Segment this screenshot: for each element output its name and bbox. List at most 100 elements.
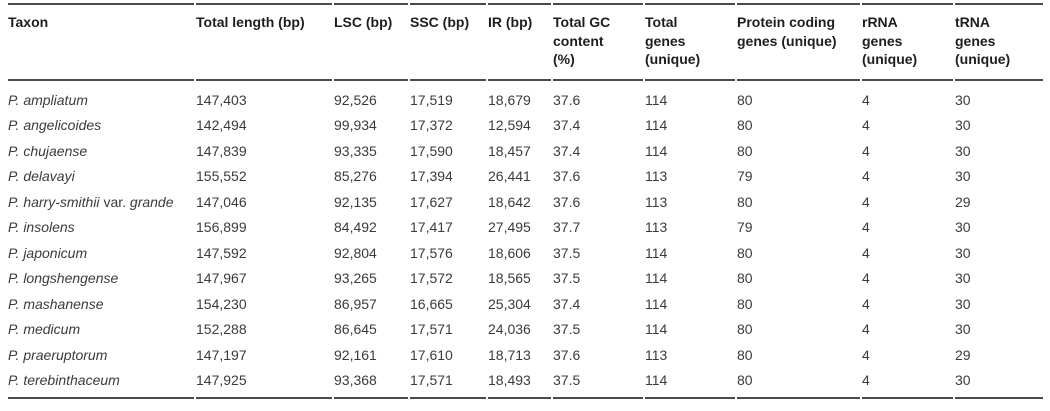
cell-total-length: 147,925	[196, 368, 332, 399]
col-header-taxon: Taxon	[8, 3, 194, 81]
cell-trna-genes: 30	[955, 168, 971, 184]
cell-total-length: 147,403	[196, 91, 247, 108]
cell-ssc: 17,394	[410, 168, 453, 184]
table-row: P. angelicoides 142,494 99,934 17,372 12,594…	[8, 113, 1043, 139]
cell-rrna-genes: 4	[862, 270, 870, 286]
col-header-rrna-genes: rRNA genes (unique)	[862, 3, 953, 81]
cell-lsc: 92,135	[334, 193, 377, 210]
cell-protein-coding-genes: 79	[737, 168, 753, 184]
cell-ssc: 17,610	[410, 346, 453, 363]
cell-taxon: P. praeruptorum	[8, 346, 108, 363]
table-row: P. harry-smithii var. grande 147,046 92,13…	[8, 190, 1043, 216]
col-header-lsc: LSC (bp)	[334, 3, 408, 81]
table-header: Taxon Total length (bp) LSC (bp) SSC (bp) IR…	[8, 3, 1043, 81]
col-header-total-length: Total length (bp)	[196, 3, 332, 81]
cell-trna-genes: 30	[955, 244, 971, 261]
cell-ssc: 17,571	[410, 321, 453, 337]
cell-rrna-genes: 4	[862, 193, 870, 210]
cell-rrna-genes: 4	[862, 321, 870, 337]
cell-trna-genes: 29	[955, 193, 971, 210]
cell-total-length: 147,592	[196, 244, 247, 261]
cell-ir: 18,679	[488, 91, 531, 108]
cell-protein-coding-genes: 80	[737, 91, 753, 108]
cell-taxon: P. insolens	[8, 219, 75, 235]
cell-total-genes: 114	[645, 270, 668, 286]
table-row: P. delavayi 155,552 85,276 17,394 26,441 37.6…	[8, 164, 1043, 190]
cell-ssc: 16,665	[410, 295, 453, 312]
col-header-ir: IR (bp)	[488, 3, 551, 81]
chloroplast-genome-stats-table: Taxon Total length (bp) LSC (bp) SSC (bp) IR…	[6, 3, 1045, 399]
cell-ssc: 17,372	[410, 117, 453, 133]
cell-ssc: 17,572	[410, 270, 453, 286]
col-header-protein-coding-genes: Protein coding genes (unique)	[737, 3, 860, 81]
cell-taxon: P. delavayi	[8, 168, 75, 184]
cell-gc-content: 37.4	[553, 117, 581, 133]
col-header-trna-genes: tRNA genes (unique)	[955, 3, 1043, 81]
cell-rrna-genes: 4	[862, 219, 870, 235]
cell-lsc: 99,934	[334, 117, 377, 133]
cell-trna-genes: 30	[955, 368, 1043, 399]
cell-taxon: P. medicum	[8, 321, 81, 337]
table-row: P. longshengense 147,967 93,265 17,572 18,56…	[8, 266, 1043, 292]
cell-ir: 18,565	[488, 270, 531, 286]
cell-gc-content: 37.6	[553, 91, 581, 108]
cell-taxon: P. terebinthaceum	[8, 368, 194, 399]
cell-taxon: P. mashanense	[8, 295, 104, 312]
cell-gc-content: 37.6	[553, 168, 581, 184]
cell-ir: 24,036	[488, 321, 531, 337]
cell-rrna-genes: 4	[862, 91, 870, 108]
cell-rrna-genes: 4	[862, 346, 870, 363]
cell-gc-content: 37.5	[553, 270, 581, 286]
cell-gc-content: 37.5	[553, 321, 581, 337]
table-row: P. terebinthaceum 147,925 93,368 17,571 18,4…	[8, 368, 1043, 399]
cell-ir: 12,594	[488, 117, 531, 133]
cell-gc-content: 37.6	[553, 193, 581, 210]
cell-total-length: 142,494	[196, 117, 247, 133]
cell-protein-coding-genes: 80	[737, 295, 753, 312]
cell-ir: 27,495	[488, 219, 531, 235]
cell-ssc: 17,627	[410, 193, 453, 210]
cell-total-length: 152,288	[196, 321, 247, 337]
cell-rrna-genes: 4	[862, 142, 870, 159]
cell-protein-coding-genes: 80	[737, 346, 753, 363]
cell-trna-genes: 30	[955, 219, 971, 235]
cell-lsc: 92,526	[334, 91, 377, 108]
cell-gc-content: 37.7	[553, 219, 581, 235]
col-header-total-genes: Total genes (unique)	[645, 3, 735, 81]
cell-total-genes: 113	[645, 219, 668, 235]
cell-protein-coding-genes: 80	[737, 193, 753, 210]
cell-total-genes: 113	[645, 168, 668, 184]
cell-rrna-genes: 4	[862, 117, 870, 133]
cell-trna-genes: 30	[955, 117, 971, 133]
cell-ir: 18,493	[488, 368, 551, 399]
cell-taxon: P. japonicum	[8, 244, 88, 261]
cell-trna-genes: 30	[955, 295, 971, 312]
cell-protein-coding-genes: 80	[737, 142, 753, 159]
cell-total-genes: 114	[645, 368, 735, 399]
cell-total-genes: 114	[645, 295, 668, 312]
cell-ssc: 17,571	[410, 368, 486, 399]
cell-rrna-genes: 4	[862, 168, 870, 184]
table-header-row: Taxon Total length (bp) LSC (bp) SSC (bp) IR…	[8, 3, 1043, 81]
cell-ir: 18,642	[488, 193, 531, 210]
cell-gc-content: 37.5	[553, 244, 581, 261]
cell-lsc: 84,492	[334, 219, 377, 235]
cell-total-length: 155,552	[196, 168, 247, 184]
cell-trna-genes: 30	[955, 270, 971, 286]
cell-lsc: 86,645	[334, 321, 377, 337]
cell-protein-coding-genes: 80	[737, 321, 753, 337]
cell-total-genes: 114	[645, 321, 668, 337]
cell-total-genes: 114	[645, 142, 668, 159]
cell-taxon: P. angelicoides	[8, 117, 102, 133]
cell-total-genes: 113	[645, 193, 668, 210]
cell-taxon: P. chujaense	[8, 142, 88, 159]
cell-gc-content: 37.5	[553, 368, 643, 399]
cell-taxon: P. ampliatum	[8, 91, 88, 108]
table-row: P. chujaense 147,839 93,335 17,590 18,457 37.…	[8, 139, 1043, 165]
cell-lsc: 93,335	[334, 142, 377, 159]
col-header-gc-content: Total GC content (%)	[553, 3, 643, 81]
cell-total-genes: 114	[645, 244, 668, 261]
cell-taxon: P. harry-smithii var. grande	[8, 193, 174, 210]
table-row: P. insolens 156,899 84,492 17,417 27,495 37.7…	[8, 215, 1043, 241]
